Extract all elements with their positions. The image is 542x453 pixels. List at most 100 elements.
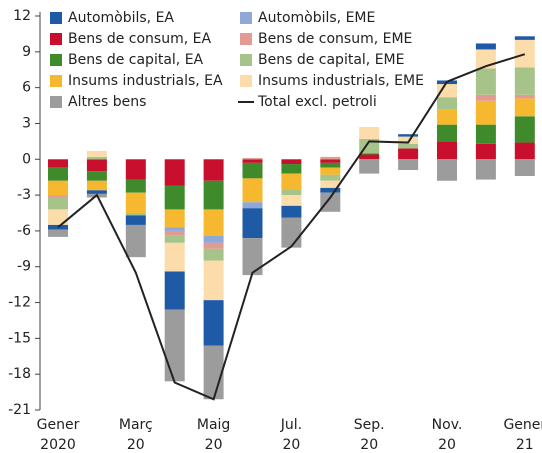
legend-swatch bbox=[50, 75, 62, 87]
bar-segment bbox=[242, 158, 263, 160]
bar-segment bbox=[281, 164, 302, 174]
bar-segment bbox=[48, 197, 68, 210]
y-tick-label: -12 bbox=[8, 295, 31, 311]
x-tick-label-line: Sep. bbox=[354, 417, 385, 433]
bar-segment bbox=[203, 248, 224, 261]
bar-segment bbox=[437, 109, 457, 125]
x-tick-label: Març 20 bbox=[119, 417, 153, 453]
y-tick-label: 6 bbox=[22, 80, 31, 96]
y-tick-label: 0 bbox=[22, 151, 31, 167]
legend-label: Automòbils, EA bbox=[68, 10, 174, 26]
bar-segment bbox=[514, 98, 535, 117]
bar-segment bbox=[164, 159, 185, 186]
bar-segment bbox=[281, 217, 302, 248]
x-tick-label-line: 20 bbox=[205, 437, 223, 453]
bar-segment bbox=[514, 39, 535, 68]
y-tick-label: 3 bbox=[22, 115, 31, 131]
bar-segment bbox=[514, 94, 535, 99]
x-tick-label-line: Jul. bbox=[280, 417, 302, 433]
bar-segment bbox=[48, 209, 68, 225]
x-tick-label-line: 21 bbox=[516, 437, 534, 453]
bar-segment bbox=[475, 159, 496, 180]
bar-segment bbox=[320, 192, 341, 212]
bar-segment bbox=[86, 180, 107, 191]
bar-segment bbox=[48, 167, 68, 181]
bar-segment bbox=[281, 173, 302, 190]
bar-segment bbox=[125, 213, 146, 216]
x-tick-label-line: Gener bbox=[503, 417, 542, 433]
x-tick-label: Gener 2020 bbox=[37, 417, 80, 453]
bar-segment bbox=[203, 159, 224, 181]
bar-segment bbox=[86, 190, 107, 194]
bar-segment bbox=[320, 162, 341, 168]
x-tick-label-line: 2020 bbox=[40, 437, 76, 453]
legend-swatch bbox=[240, 33, 252, 45]
x-tick-label-line: Març bbox=[119, 417, 153, 433]
bar-segment bbox=[86, 159, 107, 172]
bar-segment bbox=[164, 230, 185, 236]
bar-segment bbox=[203, 209, 224, 236]
bar-segment bbox=[125, 215, 146, 225]
bar-segment bbox=[437, 84, 457, 98]
bar-segment bbox=[320, 187, 341, 193]
bar-segment bbox=[48, 195, 68, 198]
legend-swatch bbox=[240, 75, 252, 87]
legend-swatch bbox=[50, 12, 62, 24]
bar-segment bbox=[514, 159, 535, 176]
bar-segment bbox=[398, 143, 419, 149]
legend-label: Automòbils, EME bbox=[258, 10, 375, 26]
bar-segment bbox=[164, 185, 185, 210]
legend-swatch bbox=[50, 96, 62, 108]
bar-segment bbox=[86, 150, 107, 157]
legend-label: Bens de consum, EME bbox=[258, 31, 412, 47]
bar-segment bbox=[359, 153, 380, 155]
legend-label: Bens de capital, EA bbox=[68, 52, 204, 68]
bar-segment bbox=[281, 189, 302, 196]
bar-segment bbox=[475, 68, 496, 95]
bar-segment bbox=[125, 192, 146, 213]
y-tick-label: 9 bbox=[22, 44, 31, 60]
bar-segment bbox=[164, 227, 185, 231]
y-tick-label: 12 bbox=[13, 8, 31, 24]
bar-segment bbox=[125, 159, 146, 180]
bar-segment bbox=[514, 36, 535, 40]
bar-segment bbox=[48, 180, 68, 196]
bar-segment bbox=[164, 235, 185, 243]
bar-segment bbox=[164, 309, 185, 382]
legend-swatch bbox=[240, 54, 252, 66]
bar-segment bbox=[514, 142, 535, 160]
bar-segment bbox=[475, 143, 496, 160]
bar-segment bbox=[203, 260, 224, 301]
bar-segment bbox=[320, 167, 341, 175]
bar-segment bbox=[281, 159, 302, 165]
bar-segment bbox=[359, 154, 380, 160]
bar-segment bbox=[320, 159, 341, 163]
x-tick-label: Maig 20 bbox=[197, 417, 230, 453]
x-tick-label: Jul. 20 bbox=[280, 417, 302, 453]
y-tick-label: -18 bbox=[8, 366, 31, 382]
bar-segment bbox=[86, 156, 107, 160]
y-tick-label: -6 bbox=[17, 223, 31, 239]
bar-segment bbox=[281, 205, 302, 218]
legend-label: Total excl. petroli bbox=[257, 94, 377, 110]
bar-segment bbox=[398, 134, 419, 137]
line bbox=[57, 53, 526, 401]
x-tick-label-line: 20 bbox=[360, 437, 378, 453]
bar-segment bbox=[242, 159, 263, 163]
bar-segment bbox=[48, 229, 68, 237]
y-tick-label: -15 bbox=[8, 330, 31, 346]
legend-swatch bbox=[50, 33, 62, 45]
bar-segment bbox=[125, 179, 146, 193]
bar-segment bbox=[437, 141, 457, 160]
bar-segment bbox=[242, 208, 263, 239]
bar-segment bbox=[320, 174, 341, 181]
legend-label: Insums industrials, EA bbox=[68, 73, 223, 89]
bar-segment bbox=[320, 156, 341, 160]
bar-segment bbox=[203, 242, 224, 249]
legend-label: Bens de consum, EA bbox=[68, 31, 211, 47]
bar-segment bbox=[164, 271, 185, 310]
x-tick-label: Sep. 20 bbox=[354, 417, 385, 453]
bar-segment bbox=[164, 242, 185, 272]
bar-segment bbox=[203, 180, 224, 210]
